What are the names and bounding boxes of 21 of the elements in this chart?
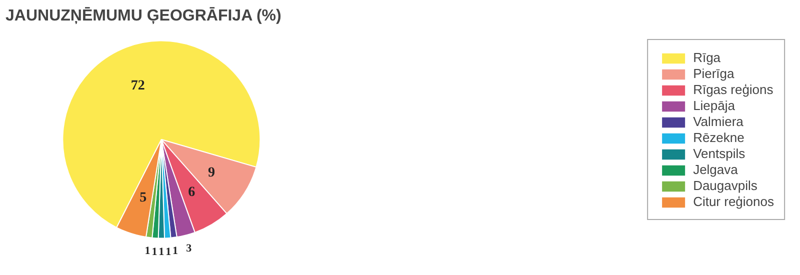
data-label: 3: [186, 242, 192, 255]
data-label: 9: [208, 166, 215, 181]
legend-label: Liepāja: [693, 98, 735, 113]
data-label: 5: [140, 190, 147, 206]
data-label: 1: [166, 246, 172, 258]
legend-label: Jelgava: [693, 162, 738, 177]
legend-label: Ventspils: [693, 146, 746, 161]
legend-label: Rīgas reģions: [693, 82, 774, 97]
data-label: 1: [152, 246, 158, 258]
data-label: 72: [130, 78, 145, 94]
legend-label: Citur reģionos: [693, 194, 774, 209]
legend-label: Rēzekne: [693, 130, 744, 145]
data-label: 6: [188, 184, 196, 200]
legend-label: Valmiera: [693, 114, 744, 129]
data-label: 1: [158, 246, 164, 258]
chart-title: JAUNUZŅĒMUMU ĢEOGRĀFIJA (%): [6, 6, 282, 24]
legend-label: Daugavpils: [693, 178, 758, 193]
data-label: 1: [144, 245, 150, 258]
legend-label: Pierīga: [693, 66, 734, 81]
data-label: 1: [172, 245, 178, 258]
legend-label: Rīga: [693, 50, 721, 65]
